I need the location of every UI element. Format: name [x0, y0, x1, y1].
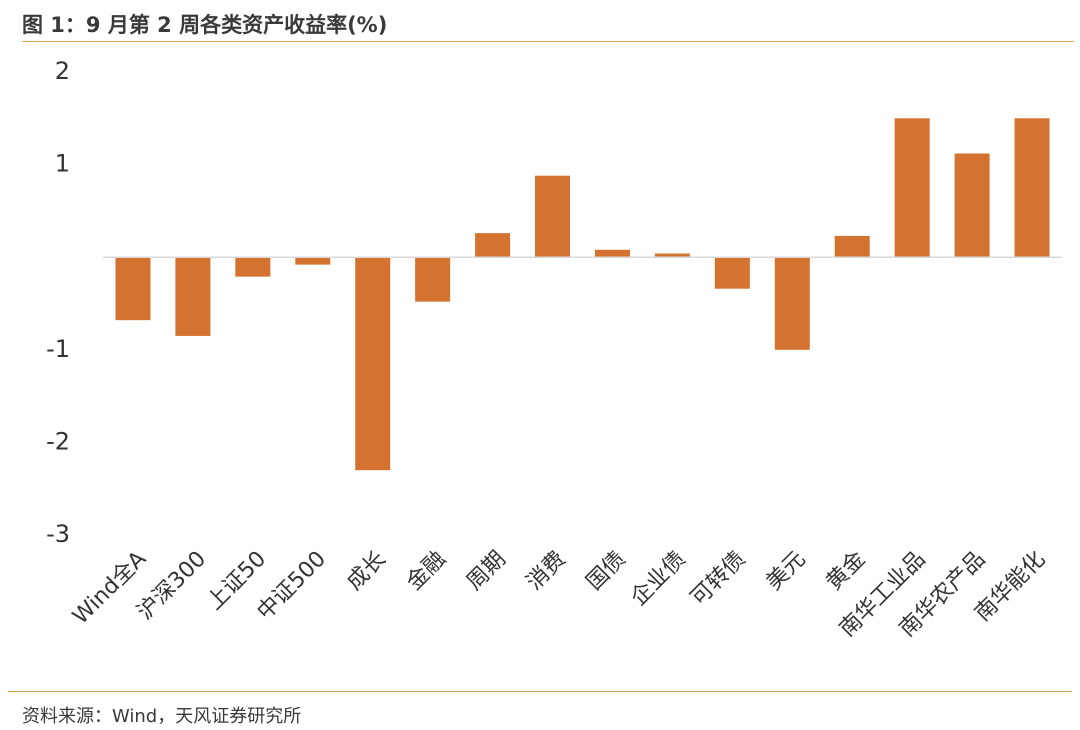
bar-3	[295, 257, 331, 265]
bar-11	[774, 257, 810, 350]
bottom-divider	[8, 691, 1072, 692]
x-tick-label: 黄金	[822, 547, 871, 596]
y-tick-label: -2	[46, 427, 70, 455]
bar-15	[1014, 118, 1050, 258]
x-tick-label: 消费	[522, 547, 571, 596]
bar-9	[654, 253, 690, 258]
bars-group	[115, 118, 1050, 471]
bar-0	[115, 257, 151, 321]
bar-5	[415, 257, 451, 302]
top-divider	[22, 41, 1074, 42]
x-tick-label: 金融	[402, 547, 451, 596]
bar-13	[894, 118, 930, 258]
x-tick-label: 可转债	[686, 547, 750, 611]
y-tick-label: 1	[55, 150, 70, 178]
bar-10	[714, 257, 750, 289]
x-tick-label: 美元	[762, 547, 811, 596]
bar-4	[355, 257, 391, 471]
bar-12	[834, 235, 870, 258]
x-tick-label: Wind全A	[68, 547, 151, 630]
y-tick-label: -1	[46, 335, 70, 363]
bar-6	[475, 233, 511, 258]
y-tick-label: 2	[55, 57, 70, 85]
bar-2	[235, 257, 271, 277]
source-note: 资料来源：Wind，天风证券研究所	[22, 706, 302, 727]
bar-14	[954, 153, 990, 258]
x-tick-label: 周期	[462, 547, 511, 596]
chart-title: 图 1：9 月第 2 周各类资产收益率(%)	[22, 13, 388, 37]
y-axis-ticks: 2 1 -1 -2 -3	[46, 57, 70, 548]
x-tick-label: 企业债	[626, 547, 690, 611]
x-tick-label: 国债	[582, 547, 631, 596]
x-tick-label: 成长	[342, 547, 391, 596]
bar-1	[175, 257, 211, 336]
y-tick-label: -3	[46, 520, 70, 548]
bar-8	[594, 249, 630, 258]
bar-7	[535, 175, 571, 258]
